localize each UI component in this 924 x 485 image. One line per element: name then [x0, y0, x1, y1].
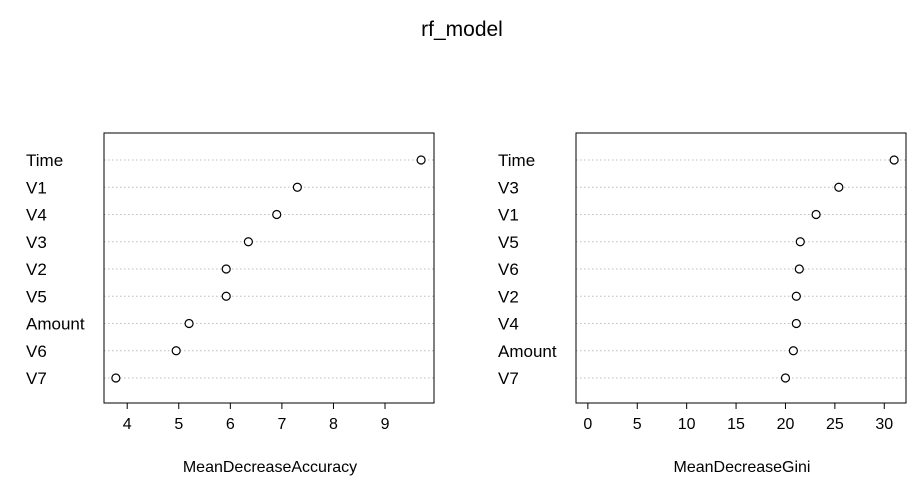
- data-point: [811, 209, 821, 220]
- plot-frame: [575, 132, 907, 404]
- data-point: [221, 291, 231, 301]
- x-tick-label: 25: [826, 416, 844, 433]
- data-point: [292, 182, 302, 192]
- category-label: Amount: [498, 342, 557, 361]
- x-tick-label: 8: [329, 416, 338, 433]
- data-point: [834, 182, 844, 192]
- category-label: V2: [26, 260, 47, 279]
- data-point: [111, 373, 121, 383]
- category-label: V6: [26, 342, 47, 361]
- category-label: Amount: [26, 315, 85, 334]
- x-tick-label: 6: [226, 416, 235, 433]
- x-axis-label: MeanDecreaseAccuracy: [183, 459, 357, 476]
- category-label: V3: [26, 233, 47, 252]
- x-tick-label: 20: [777, 416, 795, 433]
- data-point: [795, 237, 805, 247]
- category-label: V7: [498, 369, 519, 388]
- plot-frame: [103, 132, 435, 404]
- x-tick-label: 7: [277, 416, 286, 433]
- category-label: V4: [498, 315, 519, 334]
- x-tick-label: 9: [381, 416, 390, 433]
- category-label: V1: [498, 206, 519, 225]
- category-label: V7: [26, 369, 47, 388]
- panel-1: Time V1 V4 V3 V2 V5 Amount V6 V7 4 5 6 7 8 9 MeanDecrea…: [26, 132, 435, 476]
- data-point: [171, 346, 181, 356]
- data-point: [791, 318, 801, 329]
- x-tick-label: 5: [174, 416, 183, 433]
- data-point: [788, 346, 798, 356]
- data-point: [791, 291, 801, 301]
- data-point: [221, 264, 231, 274]
- x-tick-label: 10: [678, 416, 696, 433]
- data-point: [184, 318, 194, 329]
- data-point: [416, 155, 426, 165]
- category-label: V1: [26, 178, 47, 197]
- panel-2: Time V3 V1 V5 V6 V2 V4 Amount V7 0 5 10 15 20 25 30 Mean…: [498, 132, 907, 476]
- x-tick-label: 5: [633, 416, 642, 433]
- category-label: V5: [498, 233, 519, 252]
- chart-title: rf_model: [421, 18, 503, 41]
- data-point: [889, 155, 899, 165]
- category-label: Time: [26, 151, 63, 170]
- x-axis-label: MeanDecreaseGini: [674, 459, 811, 476]
- data-point: [272, 209, 282, 220]
- x-tick-label: 4: [123, 416, 132, 433]
- data-point: [780, 373, 791, 383]
- category-label: V6: [498, 260, 519, 279]
- x-tick-label: 0: [583, 416, 592, 433]
- data-point: [243, 237, 253, 247]
- data-point: [794, 264, 804, 274]
- x-tick-label: 15: [727, 416, 745, 433]
- panels: Time V1 V4 V3 V2 V5 Amount V6 V7 4 5 6 7 8 9 MeanDecrea…: [26, 132, 907, 476]
- category-label: V2: [498, 287, 519, 306]
- category-label: V3: [498, 178, 519, 197]
- x-tick-label: 30: [875, 416, 893, 433]
- category-label: V5: [26, 287, 47, 306]
- category-label: Time: [498, 151, 535, 170]
- category-label: V4: [26, 206, 47, 225]
